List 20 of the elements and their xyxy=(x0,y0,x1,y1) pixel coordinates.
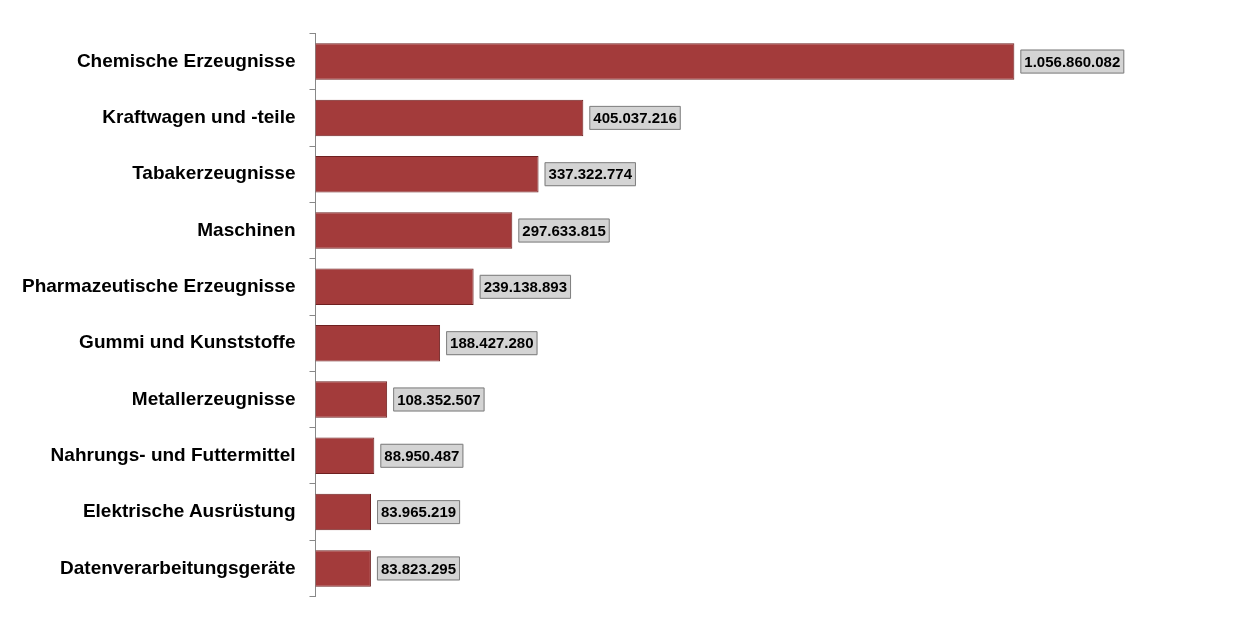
y-tick-label: Metallerzeugnisse xyxy=(131,387,296,409)
y-tick-label: Gummi und Kunststoffe xyxy=(79,331,296,353)
data-label: 108.352.507 xyxy=(397,390,481,408)
data-label: 297.633.815 xyxy=(522,221,606,239)
y-tick-label: Chemische Erzeugnisse xyxy=(76,49,296,71)
data-label: 88.950.487 xyxy=(384,446,460,464)
y-tick-label: Maschinen xyxy=(197,218,296,240)
data-label: 83.823.295 xyxy=(380,559,456,577)
y-tick-label: Kraftwagen und -teile xyxy=(102,106,296,128)
data-label: 1.056.860.082 xyxy=(1024,52,1121,70)
data-label: 239.138.893 xyxy=(483,277,568,295)
y-tick-label: Tabakerzeugnisse xyxy=(132,162,296,184)
data-label: 405.037.216 xyxy=(593,109,677,127)
data-label: 188.427.280 xyxy=(450,334,534,352)
data-label: 83.965.219 xyxy=(381,503,457,521)
y-tick-label: Pharmazeutische Erzeugnisse xyxy=(22,275,296,297)
y-tick-label: Elektrische Ausrüstung xyxy=(82,500,296,522)
y-tick-label: Nahrungs- und Futtermittel xyxy=(50,444,296,466)
y-tick-label: Datenverarbeitungsgeräte xyxy=(60,556,296,578)
data-label: 337.322.774 xyxy=(548,165,633,183)
